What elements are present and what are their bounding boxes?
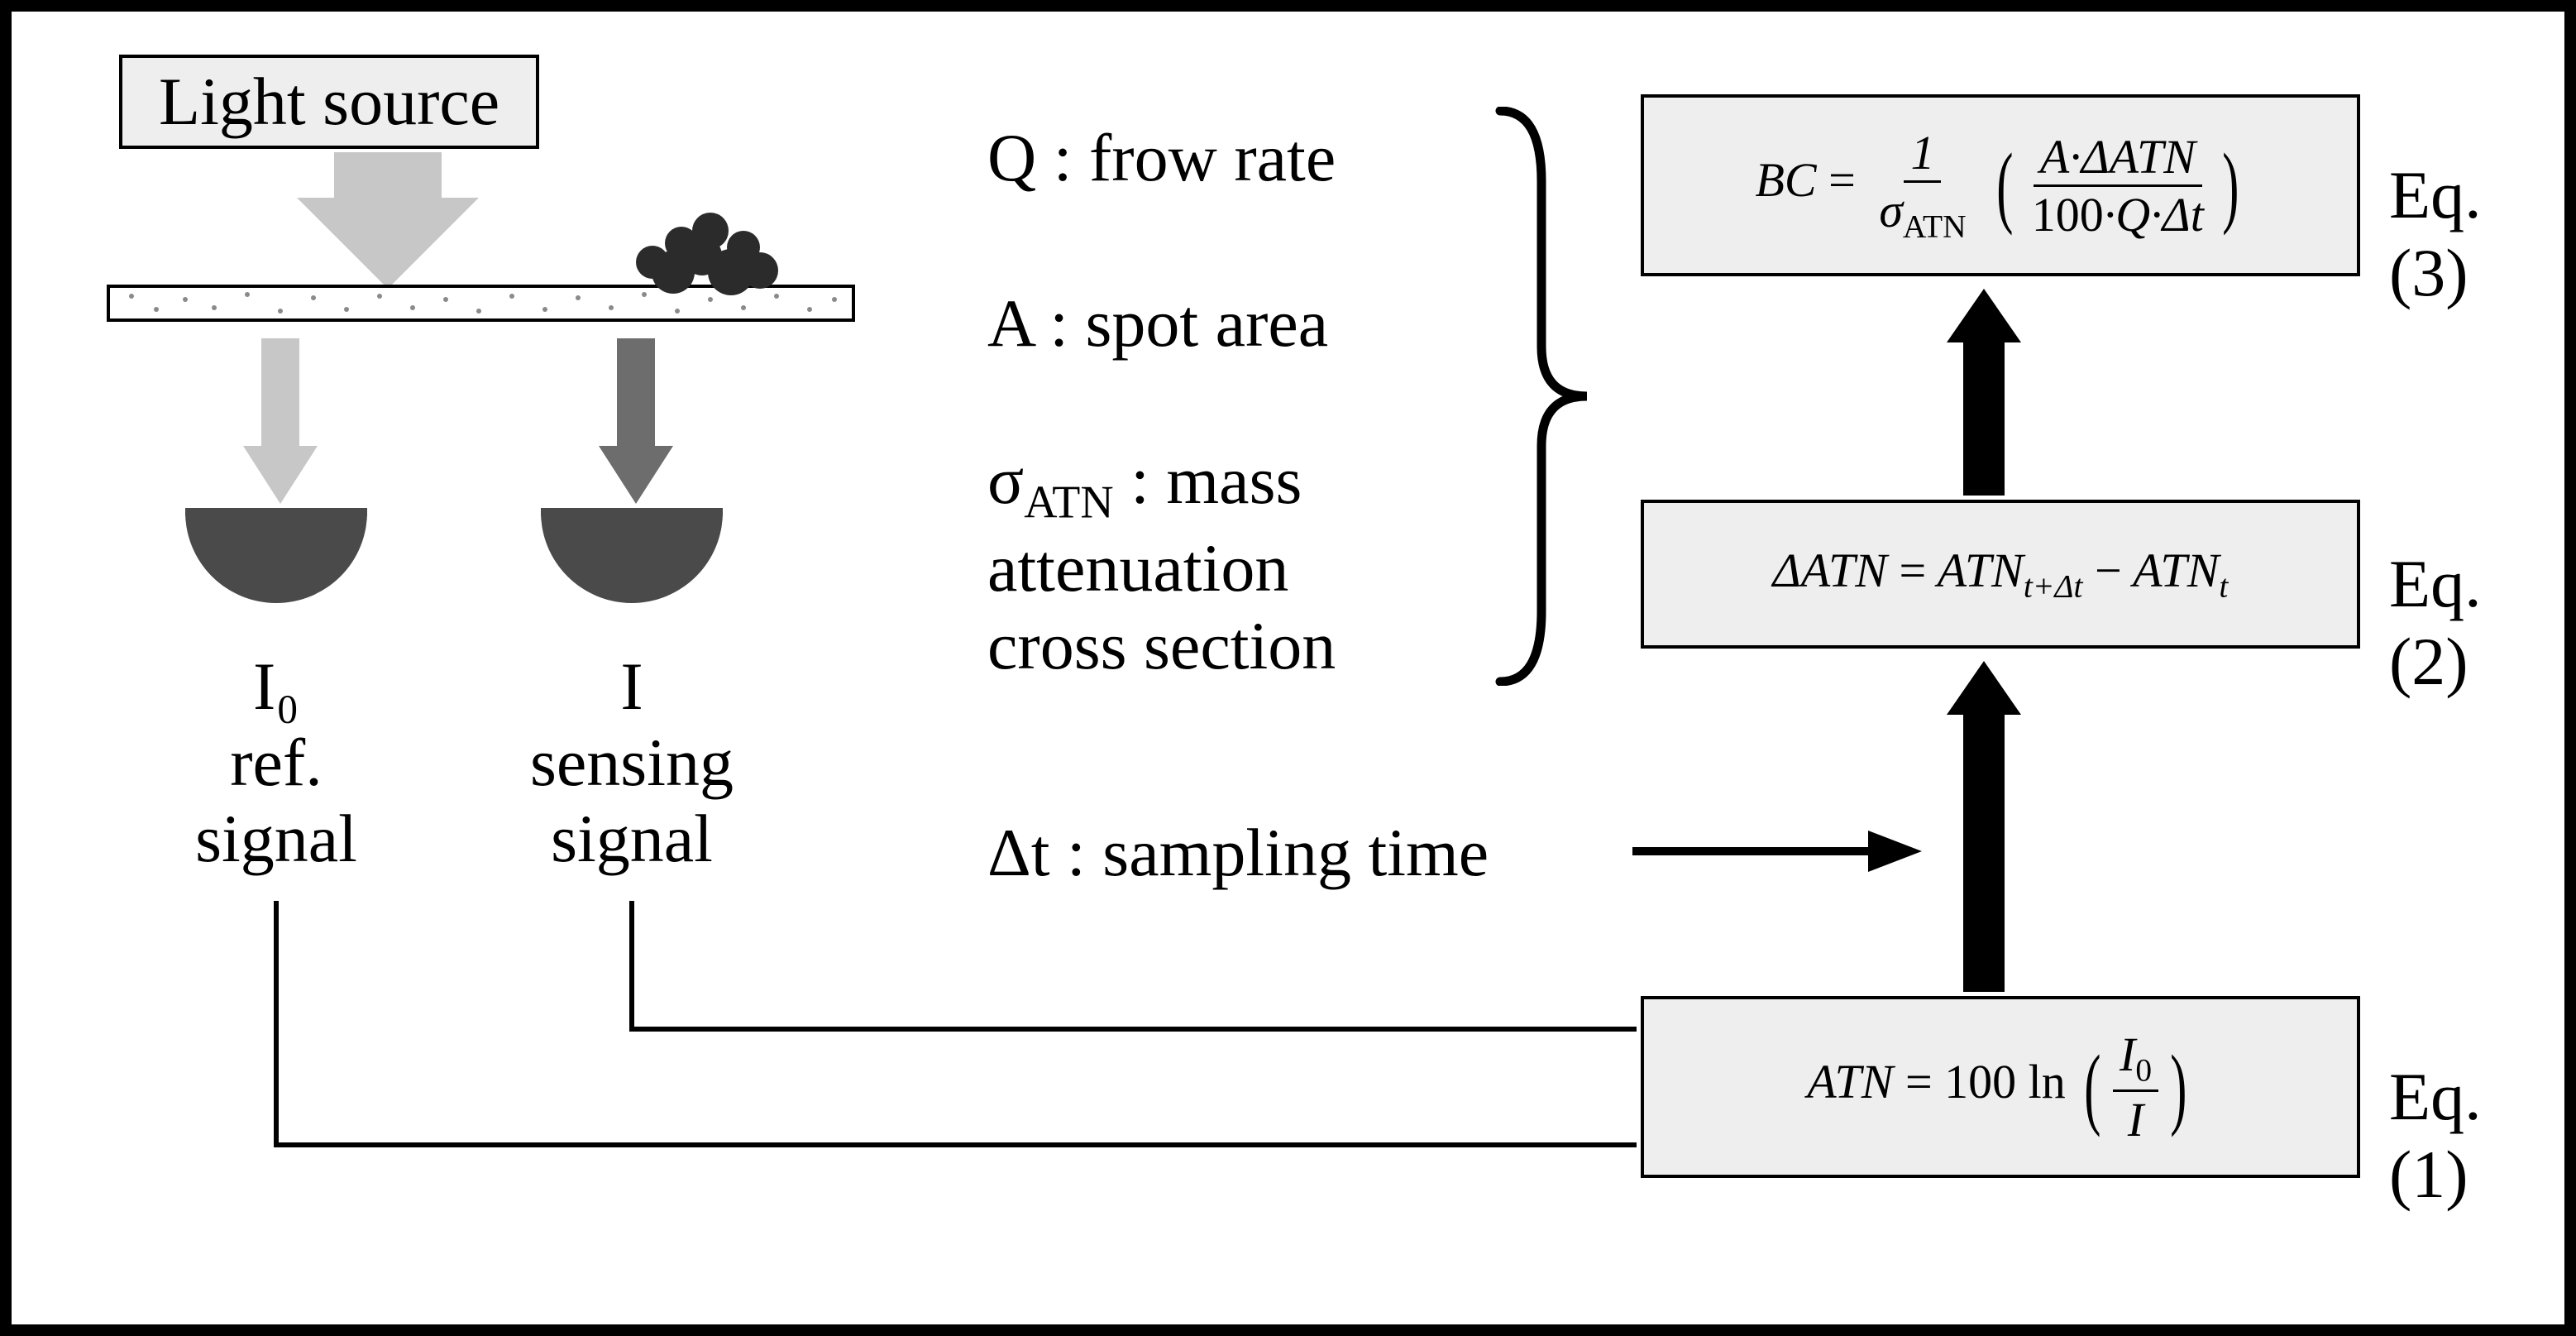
signal-wires [12, 12, 2564, 1324]
diagram-frame: Light source [0, 0, 2576, 1336]
